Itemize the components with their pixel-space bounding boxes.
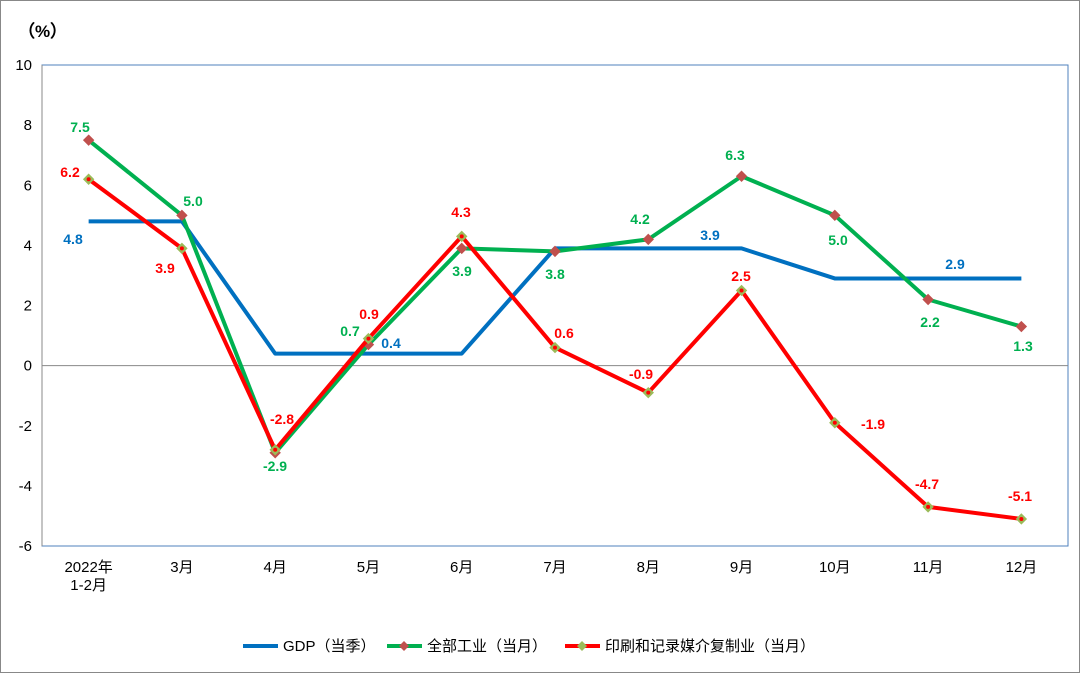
data-label: 3.9 [700,227,720,243]
x-tick-label: 8月 [637,559,660,576]
data-label: 6.2 [60,164,80,180]
y-tick-label: 6 [24,177,32,194]
y-tick-label: 10 [15,57,32,74]
series-line-1 [87,138,1022,455]
x-tick-label: 7月 [543,559,566,576]
data-point-core [366,336,371,341]
data-point-marker [922,293,934,306]
data-label: -1.9 [861,416,885,432]
legend-marker [399,641,409,651]
data-point-marker [642,233,654,246]
data-point-core [459,234,464,239]
y-tick-label: 4 [24,237,32,254]
y-tick-label: -4 [19,478,32,495]
data-point-marker [549,245,561,258]
data-point-marker [829,209,841,222]
data-label: 0.6 [554,325,574,341]
x-tick-label: 3月 [170,559,193,576]
data-point-core [926,504,931,509]
y-tick-label: -6 [19,538,32,555]
data-label: 5.0 [183,193,203,209]
data-point-core [646,390,651,395]
x-tick-label: 10月 [819,559,851,576]
data-point-core [1019,516,1024,521]
data-point-core [86,177,91,182]
x-tick-label: 1-2月 [70,577,107,594]
x-tick-label: 9月 [730,559,753,576]
data-label: 3.9 [155,260,175,276]
data-label: -5.1 [1008,488,1032,504]
legend-label: 印刷和记录媒介复制业（当月） [605,637,815,655]
data-point-core [179,246,184,251]
y-tick-label: 0 [24,358,32,375]
x-tick-label: 12月 [1006,559,1038,576]
data-label: 3.8 [545,266,565,282]
data-point-marker [82,134,95,146]
data-label: -2.8 [270,411,294,427]
data-label: -4.7 [915,476,939,492]
x-tick-label: 11月 [913,559,944,576]
data-label: 0.9 [359,306,379,322]
data-label: 6.3 [725,147,745,163]
plot-area [41,64,1069,547]
data-label: 4.8 [63,231,83,247]
data-point-marker [456,242,468,255]
data-label: 0.7 [340,323,360,339]
data-label: 1.3 [1013,338,1033,354]
legend-marker [577,641,587,651]
x-tick-label: 2022年 [64,559,112,576]
data-point-core [832,420,837,425]
data-label: 7.5 [70,119,90,135]
x-tick-label: 5月 [357,559,380,576]
y-tick-label: 2 [24,298,32,315]
legend-label: 全部工业（当月） [427,637,547,655]
data-label: 0.4 [381,335,401,351]
data-label: -2.9 [263,458,287,474]
data-label: 4.3 [451,204,471,220]
y-tick-label: -2 [19,418,32,435]
data-label: -0.9 [629,366,653,382]
x-tick-label: 6月 [450,559,473,576]
data-label: 4.2 [630,211,650,227]
data-label: 2.5 [731,268,751,284]
data-label: 3.9 [452,263,472,279]
data-label: 2.2 [920,314,940,330]
data-label: 2.9 [945,256,965,272]
x-tick-label: 4月 [264,559,287,576]
data-point-core [273,447,278,452]
y-tick-label: 8 [24,117,32,134]
data-point-marker [176,209,188,222]
unit-label: （%） [18,21,67,41]
data-point-core [553,345,557,350]
legend-label: GDP（当季） [283,638,376,655]
data-point-marker [1015,320,1028,333]
data-point-core [739,288,744,293]
data-label: 5.0 [828,232,848,248]
data-point-marker [735,170,748,182]
